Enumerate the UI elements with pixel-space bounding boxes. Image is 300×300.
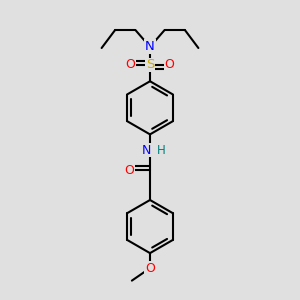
Text: S: S [146,58,154,71]
Text: O: O [145,262,155,275]
Text: O: O [126,58,136,71]
Text: O: O [164,58,174,71]
Text: O: O [124,164,134,177]
Text: H: H [157,143,165,157]
Text: N: N [142,143,152,157]
Text: N: N [145,40,155,53]
